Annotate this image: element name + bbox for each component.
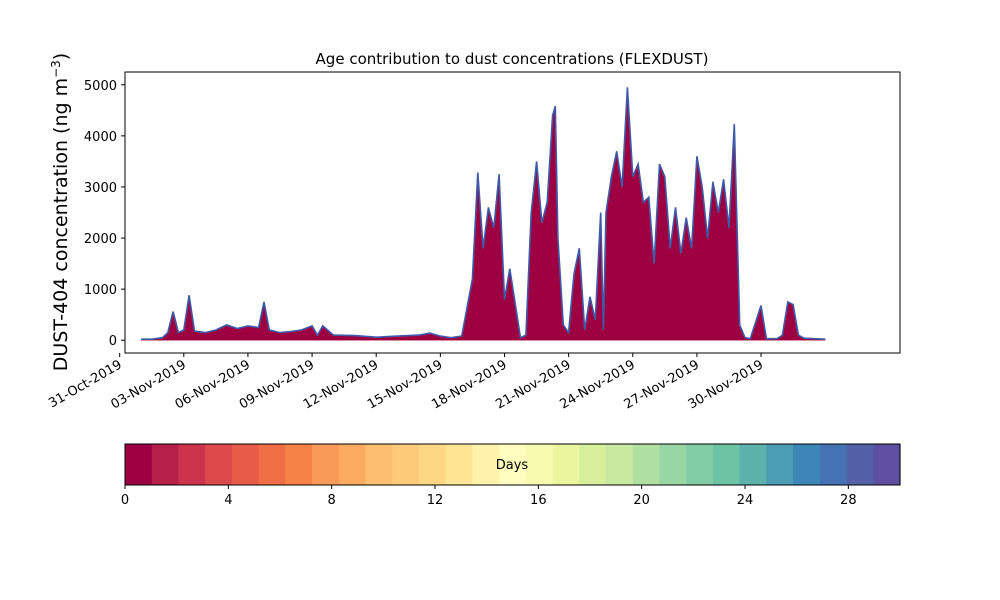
y-axis: 0 1000 2000 3000 4000 5000: [84, 79, 125, 349]
chart-title: Age contribution to dust concentrations …: [316, 50, 709, 68]
colorbar-tick-label: 4: [224, 493, 232, 508]
colorbar-ticks: 0 4 8 12 16 20 24 28: [121, 485, 857, 508]
colorbar-segment: [846, 444, 874, 485]
colorbar-segment: [712, 444, 741, 485]
y-axis-label: DUST-404 concentration (ng m−3): [49, 53, 72, 371]
y-tick-label: 5000: [84, 79, 117, 94]
age-layer-0: [141, 87, 826, 341]
colorbar-tick-label: 20: [633, 493, 650, 508]
y-tick-label: 1000: [84, 283, 117, 298]
age-layers: [141, 87, 826, 341]
colorbar-segment: [659, 444, 687, 485]
colorbar-tick-label: 8: [328, 493, 336, 508]
colorbar-segment: [766, 444, 794, 485]
colorbar-segment: [739, 444, 767, 485]
colorbar-tick-label: 12: [427, 493, 444, 508]
colorbar-tick-label: 0: [121, 493, 129, 508]
colorbar-segment: [125, 444, 153, 485]
x-axis: 31-Oct-201903-Nov-201906-Nov-201909-Nov-…: [46, 353, 766, 412]
y-tick-label: 3000: [84, 181, 117, 196]
colorbar-label: Days: [496, 458, 529, 473]
total-concentration-line: [141, 87, 826, 340]
colorbar-segment: [258, 444, 286, 485]
colorbar-segment: [285, 444, 313, 485]
colorbar-segment: [205, 444, 233, 485]
colorbar-segment: [632, 444, 661, 485]
colorbar-segment: [445, 444, 474, 485]
colorbar-segment: [312, 444, 340, 485]
y-tick-label: 4000: [84, 130, 117, 145]
y-axis-label-main: DUST-404 concentration (ng m: [50, 78, 72, 371]
colorbar-segment: [178, 444, 206, 485]
colorbar-segment: [873, 444, 901, 485]
colorbar-segment: [552, 444, 580, 485]
colorbar-tick-label: 24: [737, 493, 754, 508]
colorbar-segment: [793, 444, 821, 485]
colorbar-tick-label: 28: [840, 493, 857, 508]
colorbar-segment: [365, 444, 393, 485]
y-tick-label: 2000: [84, 232, 117, 247]
y-axis-label-close: ): [50, 53, 72, 60]
colorbar-segment: [418, 444, 447, 485]
colorbar-tick-label: 16: [530, 493, 547, 508]
colorbar-segments: [125, 444, 901, 485]
colorbar-segment: [231, 444, 260, 485]
plot-area: Age contribution to dust concentrations …: [46, 50, 901, 412]
colorbar-segment: [525, 444, 554, 485]
colorbar-segment: [472, 444, 500, 485]
y-tick-label: 0: [109, 334, 117, 349]
colorbar-segment: [606, 444, 634, 485]
colorbar-frame: [124, 443, 901, 486]
colorbar-segment: [338, 444, 367, 485]
colorbar-segment: [686, 444, 714, 485]
colorbar-segment: [151, 444, 180, 485]
y-axis-label-unit: −3: [49, 60, 63, 78]
colorbar-segment: [392, 444, 420, 485]
plot-frame: [124, 71, 901, 354]
colorbar-segment: [499, 444, 527, 485]
colorbar: Days 0 4 8 12 16 20 24 28: [121, 443, 901, 508]
colorbar-segment: [579, 444, 607, 485]
colorbar-segment: [819, 444, 848, 485]
